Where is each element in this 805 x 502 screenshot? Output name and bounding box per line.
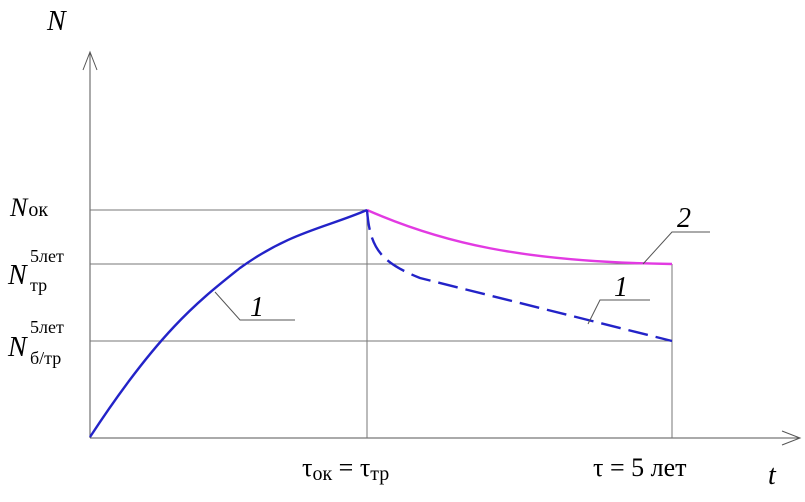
label-tau-5: τ = 5 лет: [593, 453, 687, 482]
svg-text:5лет: 5лет: [30, 246, 64, 266]
label-tau-ok: τок = τтр: [302, 453, 389, 485]
svg-text:тр: тр: [30, 275, 47, 295]
svg-text:5лет: 5лет: [30, 317, 64, 337]
x-axis-arrow: [781, 430, 802, 446]
label-n-ok: Nок: [9, 193, 48, 222]
leader-curve-1-growth: [214, 291, 295, 321]
svg-text:N: N: [7, 260, 28, 291]
curve-1-growth: [88, 208, 368, 438]
label-n-tr: N 5лет тр: [7, 246, 64, 295]
label-curve-2: 2: [677, 203, 691, 234]
svg-text:N: N: [7, 332, 28, 363]
y-axis-arrow: [82, 50, 98, 71]
label-n-btr: N 5лет б/тр: [7, 317, 64, 368]
label-curve-1-growth: 1: [250, 292, 264, 323]
leader-curve-1-dashed: [587, 299, 650, 325]
leader-curve-2: [642, 231, 710, 265]
y-axis-label: N: [46, 6, 67, 37]
curve-1-dashed: [365, 209, 673, 343]
curve-2: [366, 208, 673, 266]
svg-text:б/тр: б/тр: [30, 348, 61, 368]
label-curve-1-dashed: 1: [614, 272, 628, 303]
x-axis-label: t: [768, 460, 777, 491]
